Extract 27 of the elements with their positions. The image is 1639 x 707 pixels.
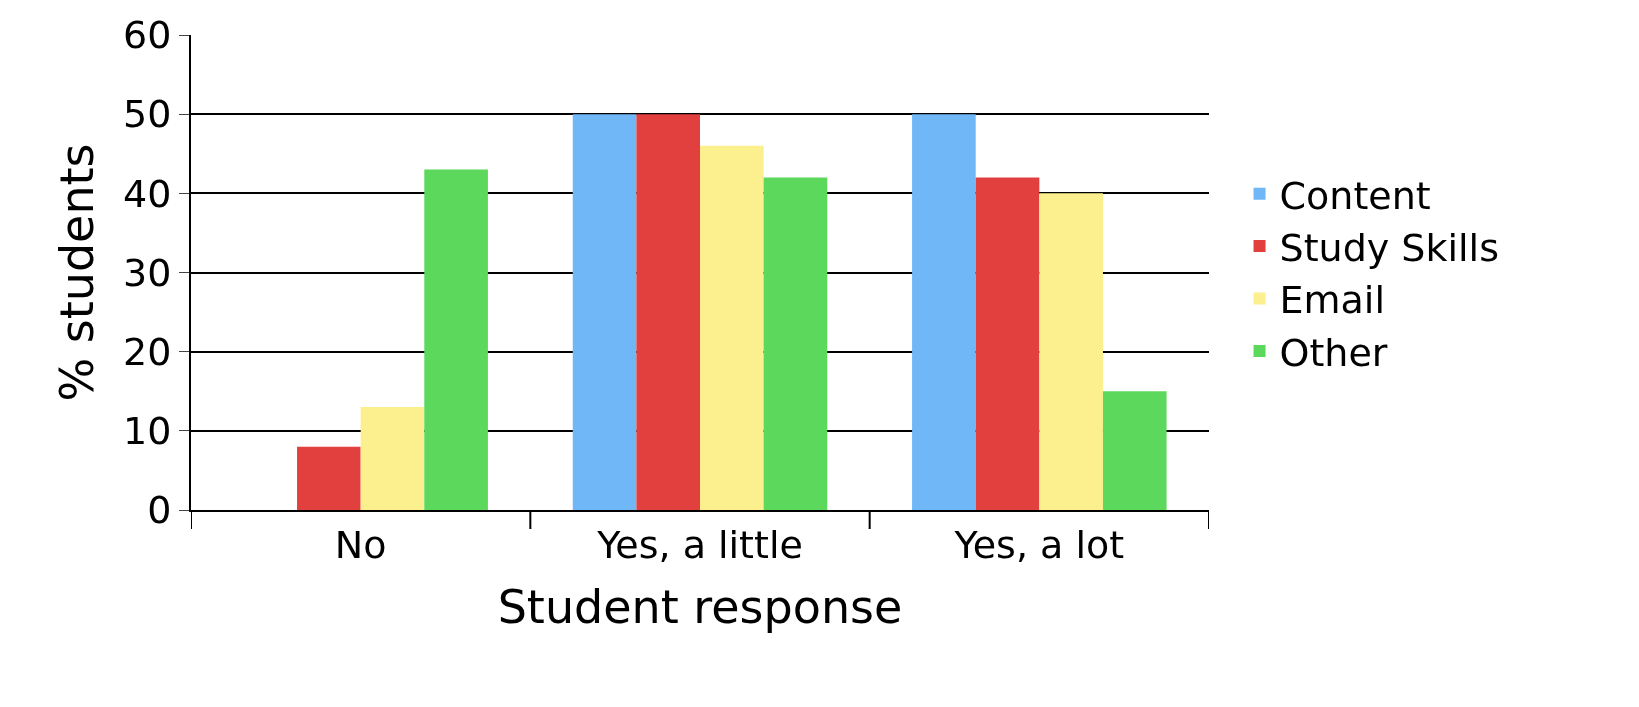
bar [975, 177, 1040, 510]
bar [1102, 391, 1167, 510]
legend-label: Email [1279, 278, 1385, 323]
y-tick-label: 20 [123, 329, 172, 374]
y-tick-label: 0 [147, 488, 172, 533]
y-tick-label: 50 [123, 92, 172, 137]
legend-label: Study Skills [1279, 225, 1499, 270]
x-tick-label: Yes, a lot [953, 522, 1125, 567]
y-tick-label: 60 [123, 13, 172, 58]
bar [912, 114, 976, 510]
bar [700, 145, 764, 510]
legend-label: Content [1279, 173, 1431, 218]
y-tick-label: 30 [123, 250, 172, 295]
legend-label: Other [1279, 330, 1388, 375]
bar [1039, 193, 1103, 510]
bar [636, 114, 700, 510]
bar [360, 407, 425, 510]
bar [763, 177, 828, 510]
bar [297, 446, 361, 510]
x-tick-label: No [334, 522, 387, 567]
x-axis-title: Student response [497, 579, 903, 634]
y-axis-title: % students [49, 143, 104, 402]
x-tick-label: Yes, a little [596, 522, 803, 567]
bar [424, 169, 488, 510]
y-tick-label: 40 [123, 171, 172, 216]
bar [572, 114, 637, 510]
y-tick-label: 10 [123, 409, 172, 454]
